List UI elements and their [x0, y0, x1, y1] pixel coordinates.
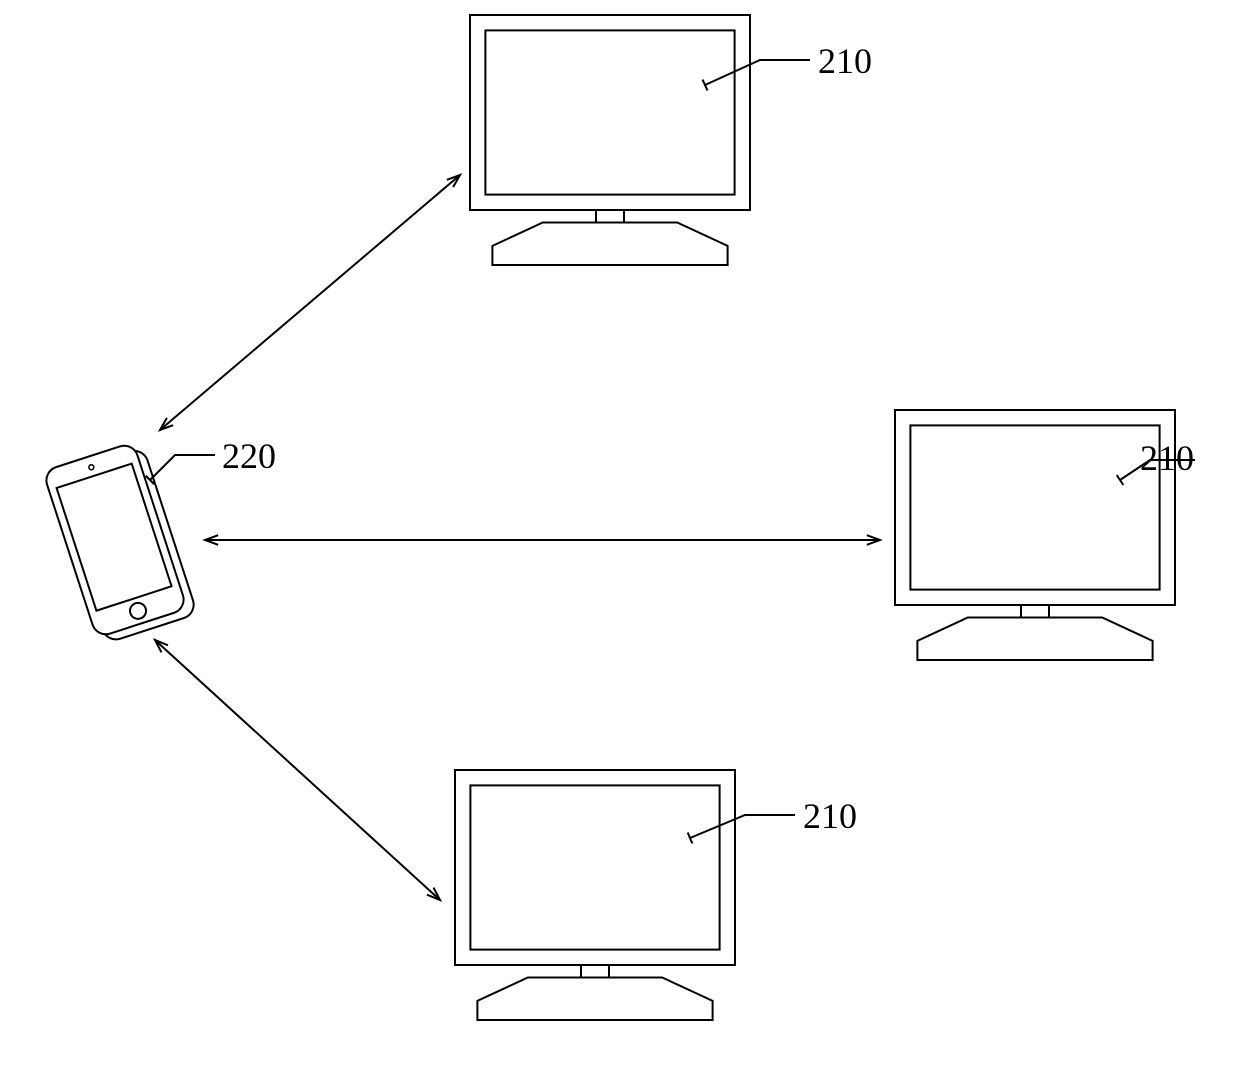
- leader-line: [150, 455, 215, 480]
- phone-icon: [43, 440, 198, 646]
- reference-label: 220: [222, 436, 276, 476]
- leader-line: [705, 60, 810, 85]
- monitor-icon: 210: [895, 410, 1195, 660]
- reference-label: 210: [818, 41, 872, 81]
- reference-label: 210: [803, 796, 857, 836]
- monitor-icon: 210: [455, 770, 857, 1020]
- double-arrow: [155, 640, 440, 900]
- double-arrow: [205, 535, 880, 545]
- monitor-icon: 210: [470, 15, 872, 265]
- leader-line: [690, 815, 795, 838]
- double-arrow: [160, 175, 460, 430]
- reference-label: 210: [1140, 438, 1194, 478]
